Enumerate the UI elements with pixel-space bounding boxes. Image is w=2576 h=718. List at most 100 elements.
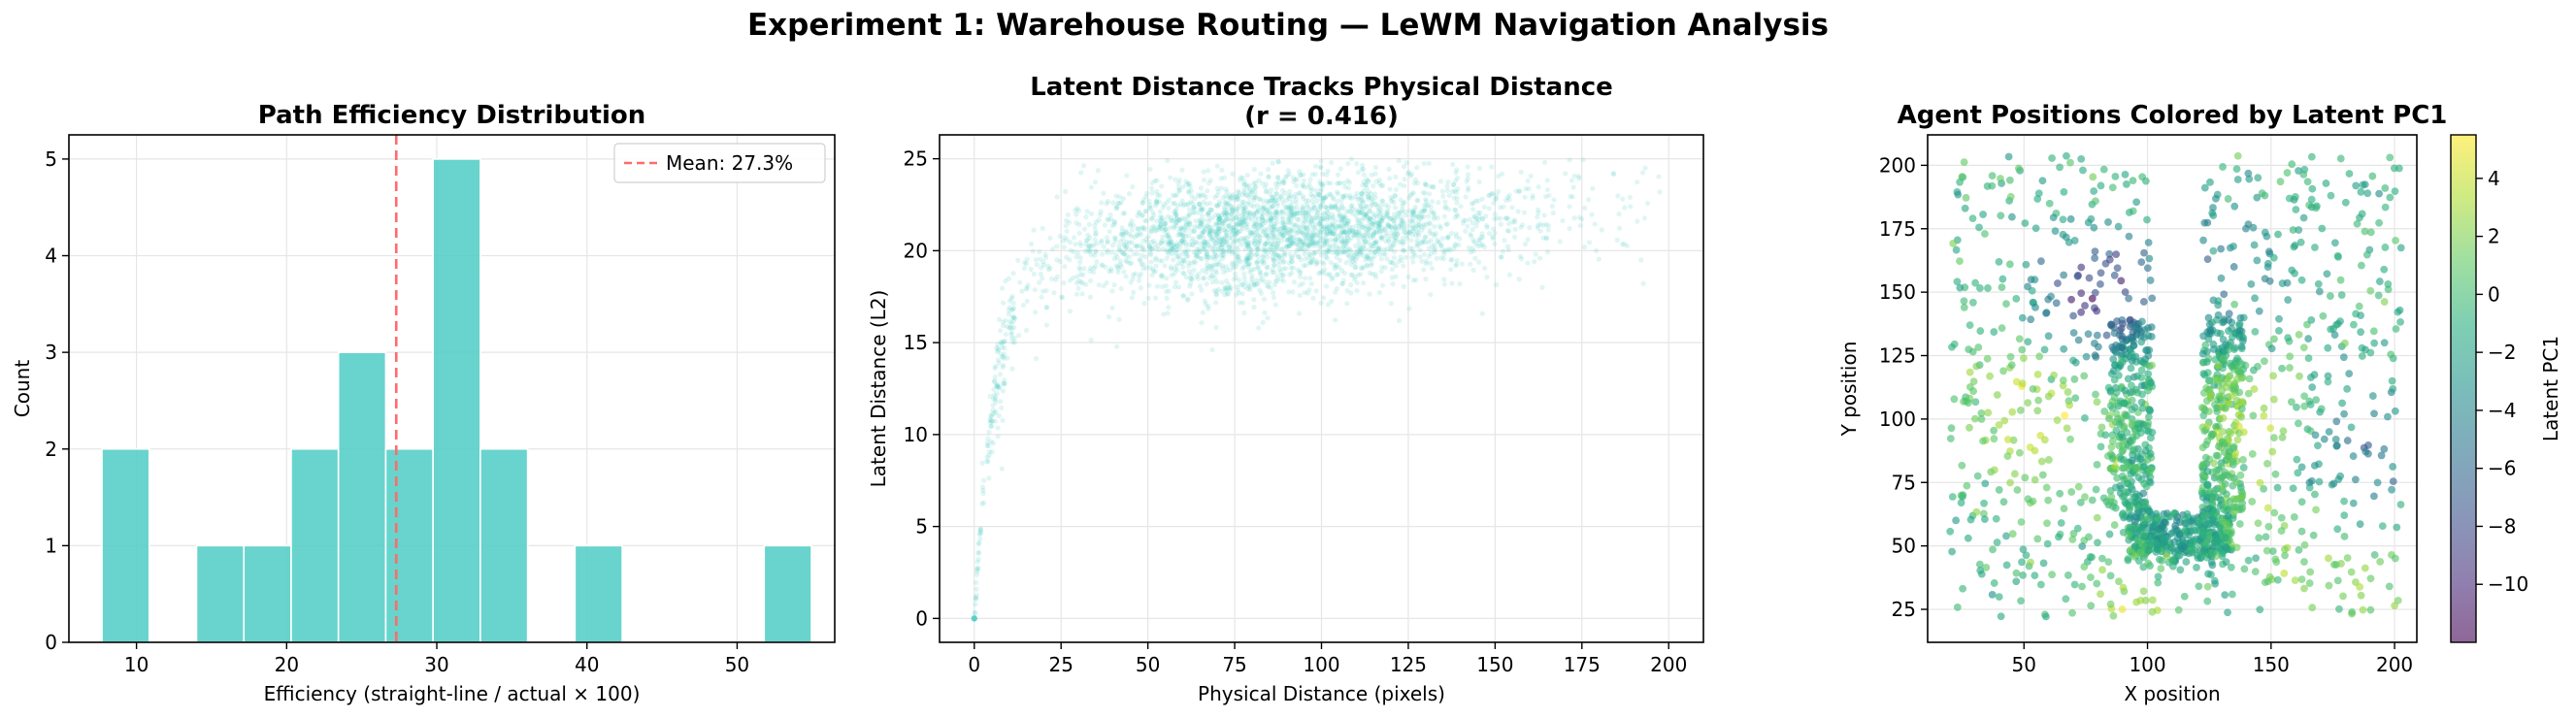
scatter-point	[1275, 174, 1281, 180]
scatter-point	[1306, 181, 1312, 187]
scatter-point	[976, 530, 983, 537]
scatter-point	[1331, 213, 1337, 220]
scatter-point	[1167, 175, 1173, 180]
scatter-point	[1479, 310, 1485, 316]
scatter-point	[1312, 249, 1318, 255]
scatter-point	[1106, 268, 1112, 274]
position-point	[2115, 577, 2123, 586]
scatter-point	[1387, 176, 1393, 181]
position-point	[2110, 271, 2119, 279]
scatter-point	[1301, 242, 1306, 247]
position-point	[2107, 320, 2116, 329]
positions-y-label: Y position	[1837, 342, 1861, 438]
scatter-point	[1463, 194, 1469, 200]
position-point	[2132, 198, 2141, 207]
scatter-point	[1171, 224, 1176, 230]
position-point	[1989, 545, 1997, 554]
scatter-point	[1300, 193, 1306, 199]
scatter-point	[1361, 280, 1367, 286]
scatter-point	[1445, 235, 1451, 241]
scatter-point	[1260, 221, 1266, 227]
scatter-point	[1383, 238, 1389, 245]
scatter-point	[1263, 272, 1269, 277]
scatter-point	[1008, 330, 1014, 336]
scatter-point	[1215, 246, 1221, 252]
scatter-point	[1269, 211, 1274, 216]
position-point	[2326, 292, 2334, 300]
scatter-point	[1363, 229, 1369, 235]
scatter-point	[974, 579, 979, 586]
position-point	[2142, 346, 2150, 354]
scatter-point	[1232, 271, 1238, 277]
scatter-point	[974, 586, 979, 592]
position-point	[2224, 608, 2231, 617]
scatter-point	[1543, 236, 1549, 242]
scatter-point	[1189, 193, 1195, 199]
scatter-point	[1271, 242, 1276, 247]
scatter-point	[1284, 243, 1290, 248]
scatter-point	[1186, 263, 1192, 269]
scatter-point	[1063, 223, 1069, 229]
scatter-point	[1206, 263, 1212, 269]
scatter-point	[1234, 244, 1239, 250]
scatter-point	[1153, 255, 1159, 261]
scatter-point	[1158, 240, 1164, 245]
scatter-point	[1305, 197, 1311, 204]
scatter-point	[1266, 209, 1271, 214]
histogram-x-ticks: 10 20 30 40 50	[124, 642, 749, 676]
scatter-point	[1161, 311, 1167, 317]
scatter-point	[1158, 221, 1164, 228]
scatter-point	[980, 487, 986, 493]
position-point	[2273, 483, 2282, 492]
scatter-point	[1342, 229, 1348, 236]
scatter-point	[1281, 224, 1287, 231]
scatter-point	[1100, 262, 1106, 269]
scatter-point	[1371, 191, 1378, 197]
scatter-point	[1316, 227, 1322, 234]
scatter-point	[1307, 236, 1313, 242]
scatter-point	[1431, 210, 1437, 215]
scatter-point	[1088, 265, 1094, 271]
position-point	[2392, 236, 2399, 245]
scatter-point	[1268, 215, 1273, 221]
position-point	[2114, 222, 2123, 231]
x-tick-label: 200	[2376, 653, 2413, 676]
scatter-point	[1205, 212, 1210, 217]
scatter-point	[1075, 285, 1081, 291]
scatter-point	[1465, 172, 1471, 178]
scatter-point	[1111, 256, 1117, 262]
scatter-point	[1392, 225, 1399, 231]
position-point	[2110, 521, 2119, 529]
scatter-point	[1407, 173, 1413, 179]
position-point	[2220, 290, 2229, 299]
position-point	[2139, 358, 2147, 367]
scatter-point	[1216, 199, 1223, 205]
scatter-point	[1297, 282, 1303, 288]
scatter-point	[1401, 283, 1406, 289]
position-point	[2031, 303, 2039, 311]
scatter-point	[1388, 194, 1394, 201]
scatter-point	[1265, 282, 1271, 288]
scatter-point	[1368, 243, 1373, 248]
scatter-point	[1464, 179, 1470, 184]
position-point	[1993, 391, 2001, 399]
scatter-point	[1120, 236, 1126, 243]
scatter-point	[1309, 198, 1315, 204]
scatter-point	[1023, 286, 1030, 292]
scatter-point	[1198, 255, 1204, 261]
position-point	[2140, 532, 2149, 540]
scatter-point	[1271, 294, 1277, 301]
scatter-point	[1376, 224, 1382, 231]
position-point	[2357, 591, 2365, 600]
scatter-point	[1282, 225, 1288, 231]
scatter-point	[1092, 180, 1099, 185]
scatter-point	[1221, 175, 1228, 180]
scatter-point	[1354, 196, 1361, 202]
scatter-point	[1313, 288, 1319, 294]
scatter-point	[1277, 210, 1283, 215]
x-tick-label: 20	[275, 653, 299, 676]
position-point	[2059, 215, 2067, 224]
position-point	[2358, 261, 2365, 270]
scatter-point	[1352, 243, 1359, 249]
scatter-point	[1207, 200, 1213, 207]
